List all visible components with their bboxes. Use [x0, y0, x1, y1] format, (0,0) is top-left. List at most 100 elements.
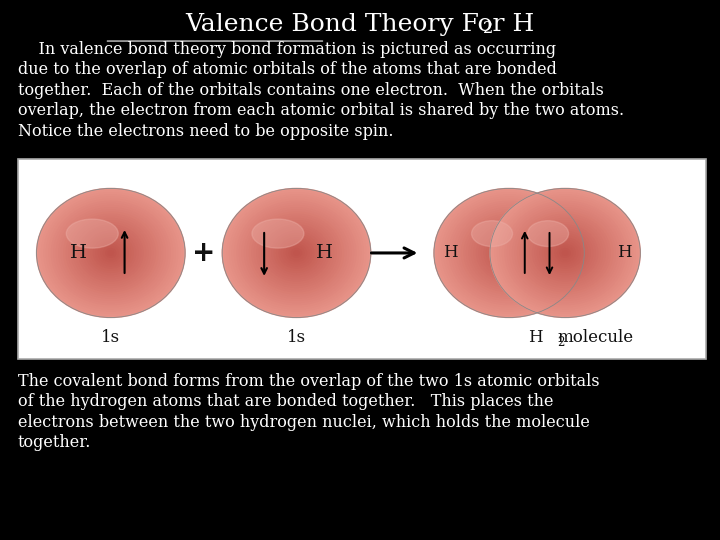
Text: In valence bond theory bond formation is pictured as occurring: In valence bond theory bond formation is…: [18, 40, 556, 57]
Ellipse shape: [86, 232, 135, 274]
Ellipse shape: [91, 236, 130, 270]
Ellipse shape: [42, 193, 180, 313]
FancyBboxPatch shape: [18, 159, 706, 359]
Text: together.: together.: [18, 434, 91, 451]
Ellipse shape: [37, 188, 185, 318]
Ellipse shape: [54, 204, 168, 302]
Text: of the hydrogen atoms that are bonded together.   This places the: of the hydrogen atoms that are bonded to…: [18, 393, 554, 410]
Ellipse shape: [498, 195, 633, 311]
Text: overlap, the electron from each atomic orbital is shared by the two atoms.: overlap, the electron from each atomic o…: [18, 102, 624, 119]
Text: 2: 2: [482, 20, 493, 37]
Ellipse shape: [240, 204, 354, 302]
Ellipse shape: [548, 238, 582, 268]
Text: Notice the electrons need to be opposite spin.: Notice the electrons need to be opposite…: [18, 123, 394, 139]
Ellipse shape: [562, 251, 567, 255]
Ellipse shape: [259, 221, 333, 285]
Text: Valence Bond Theory For H: Valence Bond Theory For H: [185, 14, 535, 37]
Ellipse shape: [71, 219, 150, 287]
Ellipse shape: [504, 248, 514, 257]
Ellipse shape: [66, 219, 118, 248]
Ellipse shape: [47, 197, 175, 309]
Ellipse shape: [257, 219, 336, 287]
Ellipse shape: [61, 210, 161, 296]
Text: electrons between the two hydrogen nuclei, which holds the molecule: electrons between the two hydrogen nucle…: [18, 414, 590, 430]
Ellipse shape: [484, 232, 534, 274]
Ellipse shape: [523, 217, 608, 289]
Ellipse shape: [237, 201, 356, 305]
Text: H: H: [528, 329, 543, 346]
Text: H: H: [617, 245, 631, 261]
Ellipse shape: [51, 201, 170, 305]
Ellipse shape: [513, 208, 618, 298]
Ellipse shape: [520, 214, 611, 292]
Text: H: H: [70, 244, 87, 262]
Ellipse shape: [106, 248, 116, 257]
Ellipse shape: [474, 223, 544, 283]
Ellipse shape: [492, 238, 526, 268]
Ellipse shape: [245, 208, 348, 298]
Ellipse shape: [439, 193, 580, 313]
Ellipse shape: [510, 206, 620, 300]
Ellipse shape: [456, 208, 562, 298]
Ellipse shape: [535, 227, 595, 279]
Ellipse shape: [274, 234, 319, 272]
Ellipse shape: [104, 246, 118, 259]
Ellipse shape: [482, 230, 536, 276]
Ellipse shape: [44, 195, 178, 311]
Ellipse shape: [469, 219, 549, 287]
Ellipse shape: [228, 193, 366, 313]
Text: The covalent bond forms from the overlap of the two 1s atomic orbitals: The covalent bond forms from the overlap…: [18, 373, 600, 389]
Text: molecule: molecule: [557, 329, 634, 346]
Ellipse shape: [59, 208, 163, 298]
Ellipse shape: [503, 199, 628, 307]
Ellipse shape: [533, 225, 598, 281]
Ellipse shape: [525, 219, 606, 287]
Text: H: H: [315, 244, 333, 262]
Ellipse shape: [441, 195, 577, 311]
Ellipse shape: [289, 246, 304, 259]
Ellipse shape: [454, 206, 564, 300]
Ellipse shape: [499, 245, 519, 261]
Ellipse shape: [487, 234, 531, 272]
Ellipse shape: [444, 197, 575, 309]
Ellipse shape: [292, 248, 302, 257]
Ellipse shape: [489, 236, 529, 270]
Ellipse shape: [467, 217, 552, 289]
Ellipse shape: [39, 191, 183, 315]
Text: H: H: [443, 245, 457, 261]
Ellipse shape: [518, 212, 613, 294]
Ellipse shape: [464, 214, 554, 292]
Ellipse shape: [507, 251, 512, 255]
Ellipse shape: [550, 240, 580, 266]
Ellipse shape: [230, 195, 364, 311]
Ellipse shape: [108, 251, 113, 255]
Ellipse shape: [494, 240, 524, 266]
Ellipse shape: [96, 240, 126, 266]
Ellipse shape: [64, 212, 158, 294]
Ellipse shape: [279, 238, 314, 268]
Text: 1s: 1s: [102, 329, 120, 346]
Text: +: +: [192, 239, 215, 267]
Ellipse shape: [232, 197, 361, 309]
Ellipse shape: [262, 223, 331, 283]
Ellipse shape: [49, 199, 173, 307]
Ellipse shape: [497, 242, 522, 264]
Ellipse shape: [78, 225, 143, 281]
Ellipse shape: [287, 245, 307, 261]
Ellipse shape: [557, 246, 572, 259]
Ellipse shape: [73, 221, 148, 285]
Ellipse shape: [436, 191, 582, 315]
Ellipse shape: [254, 217, 338, 289]
Ellipse shape: [235, 199, 359, 307]
Ellipse shape: [271, 232, 321, 274]
Ellipse shape: [538, 230, 593, 276]
Ellipse shape: [94, 238, 128, 268]
Ellipse shape: [477, 225, 541, 281]
Ellipse shape: [508, 204, 623, 302]
Text: 2: 2: [557, 336, 565, 349]
Ellipse shape: [267, 227, 326, 279]
Ellipse shape: [99, 242, 123, 264]
Ellipse shape: [81, 227, 140, 279]
Ellipse shape: [502, 246, 517, 259]
Text: due to the overlap of atomic orbitals of the atoms that are bonded: due to the overlap of atomic orbitals of…: [18, 61, 557, 78]
